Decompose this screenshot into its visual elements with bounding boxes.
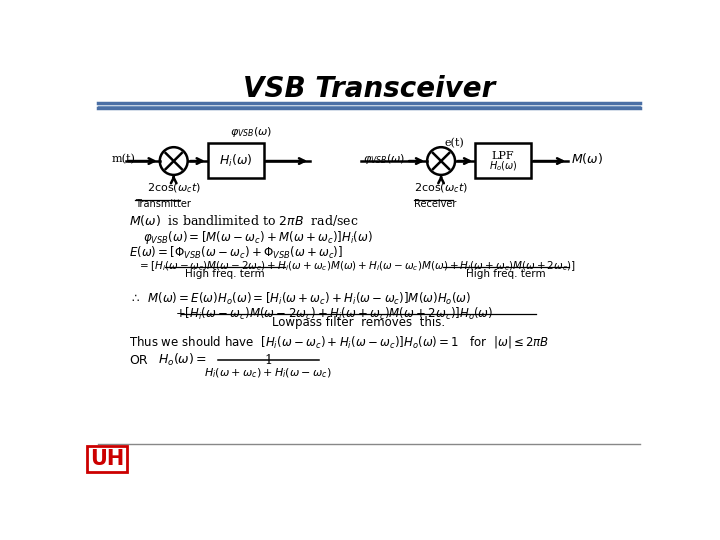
Text: $2\cos(\omega_c t)$: $2\cos(\omega_c t)$	[147, 182, 201, 195]
Text: $\;\;\;= [H_i(\omega - \omega_c)M(\omega - 2\omega_c) + H_i(\omega + \omega_c)M(: $\;\;\;= [H_i(\omega - \omega_c)M(\omega…	[129, 260, 575, 273]
Text: e(t): e(t)	[445, 138, 464, 149]
Text: Receiver: Receiver	[414, 199, 456, 209]
Text: $\varphi_{VSB}(\omega)$: $\varphi_{VSB}(\omega)$	[363, 152, 405, 166]
Text: Thus we should have  $[H_i(\omega - \omega_c) + H_i(\omega - \omega_c )]H_o(\ome: Thus we should have $[H_i(\omega - \omeg…	[129, 334, 549, 350]
Text: $H_o(\omega)$: $H_o(\omega)$	[489, 159, 518, 173]
Text: High freq. term: High freq. term	[185, 269, 265, 279]
Text: m(t): m(t)	[112, 153, 135, 164]
Text: $E(\omega) = [\Phi_{VSB}(\omega - \omega_c) + \Phi_{VSB}(\omega + \omega_c)]$: $E(\omega) = [\Phi_{VSB}(\omega - \omega…	[129, 245, 343, 261]
Text: $H_o(\omega) =$: $H_o(\omega) =$	[158, 352, 207, 368]
Text: $M(\omega)$: $M(\omega)$	[571, 151, 603, 166]
Text: LPF: LPF	[492, 151, 514, 161]
Text: $M(\omega)$  is bandlimited to $2\pi B$  rad/sec: $M(\omega)$ is bandlimited to $2\pi B$ r…	[129, 213, 359, 228]
Text: VSB Transceiver: VSB Transceiver	[243, 76, 495, 104]
Text: UH: UH	[90, 449, 124, 469]
Text: $H_i(\omega)$: $H_i(\omega)$	[219, 153, 253, 168]
Text: $+ [H_i(\omega - \omega_c)M(\omega - 2\omega_c) + H_i(\omega + \omega_c)M(\omega: $+ [H_i(\omega - \omega_c)M(\omega - 2\o…	[175, 306, 494, 322]
FancyBboxPatch shape	[208, 143, 264, 178]
Text: High freq. term: High freq. term	[466, 269, 545, 279]
Text: Lowpass filter  removes  this.: Lowpass filter removes this.	[271, 316, 445, 329]
Text: OR: OR	[129, 354, 148, 367]
FancyBboxPatch shape	[475, 143, 531, 178]
Text: $\varphi_{VSB}(\omega) = [M(\omega - \omega_c) + M(\omega + \omega_c)]H_i(\omega: $\varphi_{VSB}(\omega) = [M(\omega - \om…	[143, 229, 372, 246]
Text: $2\cos(\omega_c t)$: $2\cos(\omega_c t)$	[414, 182, 468, 195]
Text: $H_i(\omega + \omega_c) + H_i(\omega - \omega_c)$: $H_i(\omega + \omega_c) + H_i(\omega - \…	[204, 367, 332, 380]
Text: Transmitter: Transmitter	[135, 199, 191, 209]
Text: $\therefore\;\; M(\omega) = E(\omega)H_o(\omega) = [H_i(\omega + \omega_c) + H_i: $\therefore\;\; M(\omega) = E(\omega)H_o…	[129, 291, 471, 307]
Text: $\varphi_{VSB}(\omega)$: $\varphi_{VSB}(\omega)$	[230, 125, 272, 139]
Text: 1: 1	[264, 354, 272, 367]
